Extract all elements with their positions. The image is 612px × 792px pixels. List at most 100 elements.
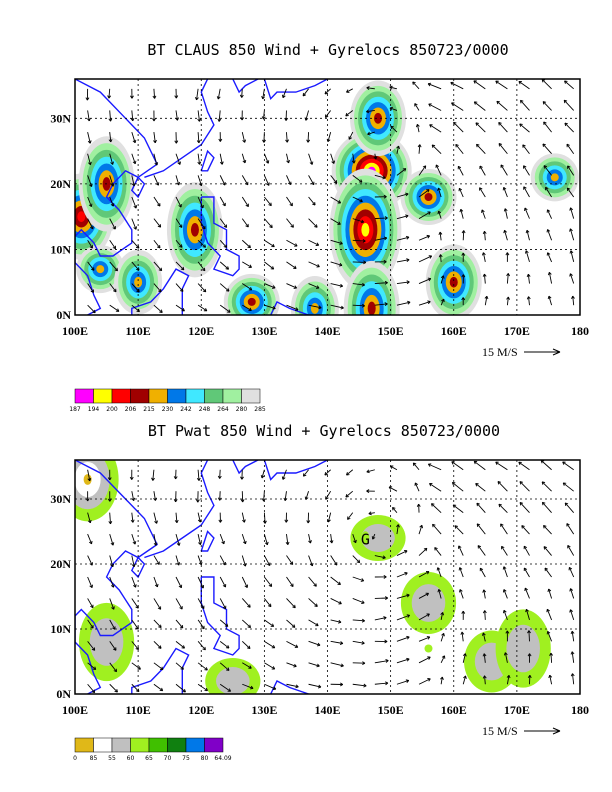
wind-vector — [240, 469, 244, 480]
wind-vector — [519, 123, 530, 133]
wind-vector — [175, 598, 183, 610]
wind-vector — [330, 576, 341, 586]
wind-vector — [197, 576, 205, 589]
wind-vector — [482, 653, 487, 663]
wind-vector — [109, 153, 114, 165]
wind-vector — [261, 491, 266, 502]
wind-vector — [109, 261, 118, 272]
wind-vector — [308, 239, 320, 246]
wind-vector — [502, 186, 508, 198]
wind-vector — [306, 132, 311, 143]
wind-vector — [396, 192, 409, 198]
wind-vector — [109, 641, 117, 651]
wind-vector — [197, 239, 207, 248]
wind-vector — [240, 110, 245, 121]
colorbar-label: 60 — [127, 755, 135, 762]
wind-vector — [219, 283, 230, 292]
coastline-segment — [144, 460, 215, 559]
colorbar-swatch — [204, 388, 224, 404]
wind-vector — [437, 210, 442, 219]
wind-vector — [173, 469, 178, 480]
x-tick-label: 150E — [378, 324, 404, 338]
wind-vector — [131, 641, 139, 650]
wind-vector — [569, 588, 575, 599]
wind-vector — [241, 175, 249, 186]
wind-vector — [218, 132, 223, 142]
wind-vector — [418, 524, 424, 535]
wind-vector — [564, 502, 575, 513]
coastline-segment — [200, 149, 215, 172]
wind-vector — [396, 235, 410, 241]
wind-vector — [458, 187, 464, 198]
field-contour — [550, 173, 559, 182]
colorbar-label: 65 — [145, 755, 153, 762]
wind-vector — [390, 125, 398, 133]
wind-vector — [418, 570, 430, 578]
wind-vector — [566, 187, 575, 198]
wind-vector — [308, 662, 320, 668]
wind-vector — [567, 165, 575, 176]
wind-vector — [519, 501, 530, 513]
wind-vector — [330, 218, 341, 225]
wind-vector — [412, 462, 420, 471]
wind-vector — [366, 469, 375, 474]
wind-vector — [286, 283, 298, 289]
wind-vector — [86, 110, 91, 122]
wind-vector — [567, 544, 575, 556]
wind-vector — [219, 533, 225, 545]
wind-vector — [418, 255, 433, 263]
wind-vector — [352, 640, 365, 645]
wind-vector — [476, 523, 486, 535]
wind-vector — [571, 295, 575, 306]
x-tick-label: 170E — [504, 324, 530, 338]
wind-vector — [562, 482, 574, 492]
wind-vector — [308, 683, 322, 689]
claus-vector-ref-arrow — [524, 348, 561, 356]
x-tick-label: 130E — [251, 703, 277, 717]
wind-vector — [131, 662, 141, 670]
wind-vector — [569, 228, 575, 241]
pwat-title: BT Pwat 850 Wind + Gyrelocs 850723/0000 — [148, 422, 500, 440]
wind-vector — [506, 273, 510, 284]
wind-vector — [526, 296, 531, 306]
wind-vector — [569, 250, 575, 263]
coastline-segment — [144, 79, 215, 178]
wind-vector — [131, 153, 137, 165]
wind-vector — [261, 88, 266, 100]
wind-vector — [219, 175, 226, 186]
wind-vector — [109, 683, 118, 693]
wind-vector — [330, 283, 344, 288]
wind-vector — [153, 641, 162, 649]
wind-vector — [131, 491, 136, 502]
wind-vector — [175, 153, 181, 165]
wind-vector — [352, 282, 365, 287]
wind-vector — [330, 662, 344, 668]
wind-vector — [462, 675, 467, 685]
wind-vector — [542, 143, 552, 155]
field-contour — [424, 193, 433, 201]
wind-vector — [547, 271, 553, 284]
field-feature — [343, 260, 400, 315]
wind-vector — [326, 131, 332, 143]
wind-vector — [131, 261, 140, 271]
wind-vector — [107, 469, 112, 481]
wind-vector — [281, 469, 287, 480]
wind-vector — [418, 656, 431, 664]
wind-vector — [286, 153, 290, 164]
wind-vector — [284, 110, 289, 121]
colorbar-label: 248 — [199, 406, 211, 413]
wind-vector — [241, 533, 247, 545]
wind-vector — [396, 168, 407, 176]
wind-vector — [109, 283, 117, 293]
wind-vector — [151, 469, 155, 481]
wind-vector — [131, 683, 140, 693]
wind-vector — [541, 481, 552, 492]
x-tick-label: 140E — [314, 703, 340, 717]
wind-vector — [87, 555, 93, 566]
colorbar-label: 194 — [88, 406, 100, 413]
wind-vector — [568, 566, 575, 578]
field-contour — [134, 276, 143, 288]
wind-vector — [308, 304, 322, 310]
wind-vector — [196, 132, 201, 144]
pwat-vector-ref-arrow — [524, 727, 561, 735]
